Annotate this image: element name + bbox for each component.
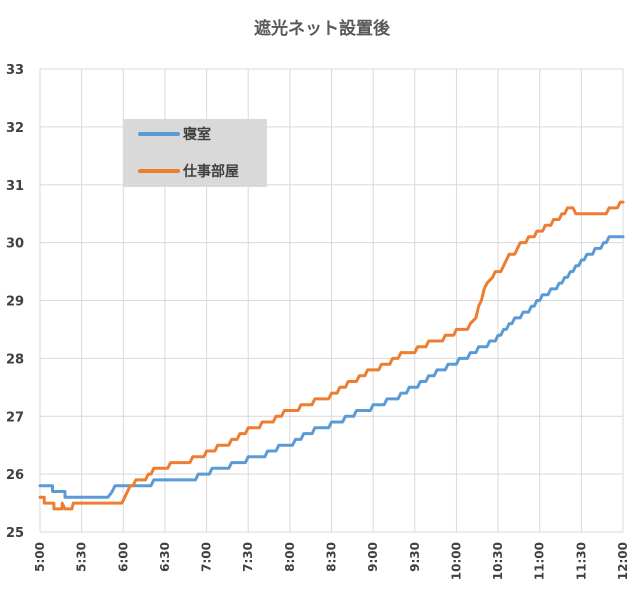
x-tick-label: 5:00: [33, 542, 47, 572]
x-tick-label: 11:00: [533, 542, 547, 580]
y-tick-label: 31: [6, 179, 24, 194]
x-tick-label: 9:00: [366, 542, 380, 572]
x-tick-label: 10:00: [449, 542, 463, 580]
series: [38, 200, 625, 511]
y-tick-label: 26: [6, 468, 24, 483]
series-line-0: [38, 235, 625, 499]
x-tick-label: 7:00: [200, 542, 214, 572]
series-line-1: [38, 200, 625, 511]
y-tick-label: 28: [6, 352, 24, 367]
y-tick-label: 30: [6, 237, 24, 252]
x-tick-label: 11:30: [574, 542, 588, 580]
y-tick-label: 33: [6, 63, 24, 78]
x-tick-label: 9:30: [408, 542, 422, 572]
y-tick-label: 29: [6, 295, 24, 310]
x-tick-label: 6:30: [158, 542, 172, 572]
y-tick-label: 32: [6, 121, 24, 136]
x-tick-label: 8:30: [325, 542, 339, 572]
x-tick-label: 12:00: [616, 542, 630, 580]
x-tick-label: 10:30: [491, 542, 505, 580]
x-tick-label: 6:00: [116, 542, 130, 572]
legend-label-1: 仕事部屋: [182, 163, 239, 180]
legend-label-0: 寝室: [183, 126, 211, 143]
legend-box: [123, 119, 267, 187]
x-tick-label: 8:00: [283, 542, 297, 572]
y-tick-label: 25: [6, 526, 24, 541]
x-tick-label: 7:30: [241, 542, 255, 572]
x-tick-label: 5:30: [75, 542, 89, 572]
axes: 25 26 27 28 29 30 31 32 33 5:00 5:30 6:00 6:30 7:00 7:…: [6, 63, 630, 580]
chart-title: 遮光ネット設置後: [254, 18, 391, 39]
y-tick-label: 27: [6, 410, 24, 425]
